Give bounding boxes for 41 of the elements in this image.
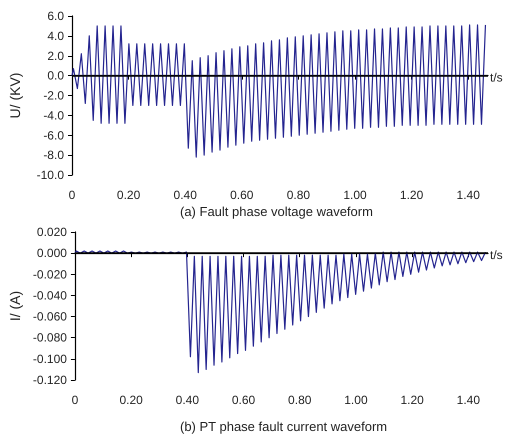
y-tick-label: 2.0	[47, 48, 64, 63]
x-tick-label: 1.00	[344, 393, 368, 407]
y-tick-label: -0.040	[32, 288, 68, 302]
y-axis-title: U/ (KV)	[7, 72, 23, 118]
y-tick-label: 6.0	[47, 9, 64, 23]
y-tick-label: -8.0	[43, 148, 64, 162]
x-tick-label: 0	[68, 188, 76, 202]
x-tick-label: 0.80	[288, 393, 312, 407]
x-tick-label: 1.40	[456, 188, 480, 202]
x-axis-title: t/s	[490, 248, 503, 262]
x-tick-label: 0.60	[232, 393, 256, 407]
y-tick-label: -2.0	[43, 88, 64, 102]
y-tick-label: -0.020	[32, 267, 68, 282]
text: (a) Fault phase voltage waveform	[180, 204, 373, 219]
x-tick-label: 1.40	[456, 393, 480, 407]
x-tick-label: 0.20	[119, 393, 144, 407]
y-tick-label: -0.060	[32, 310, 68, 324]
y-tick-label: -6.0	[43, 128, 64, 142]
x-tick-label: 1.00	[343, 188, 367, 202]
x-tick-label: 1.20	[400, 393, 424, 407]
x-tick-label: 0	[72, 393, 79, 407]
y-tick-label: 0.020	[36, 225, 68, 239]
line-series	[71, 24, 486, 158]
x-tick-label: 0.40	[174, 188, 198, 202]
y-tick-label: -0.100	[32, 352, 68, 366]
y-tick-label: -10.0	[36, 168, 64, 182]
y-tick-label: 0.000	[36, 246, 68, 260]
text: (b) PT phase fault current waveform	[180, 419, 388, 434]
x-tick-label: 0.80	[286, 188, 310, 202]
line-series	[74, 250, 486, 374]
y-tick-label: -0.080	[32, 330, 68, 345]
y-axis-title: I/ (A)	[7, 290, 23, 322]
x-tick-label: 1.20	[400, 188, 424, 202]
y-tick-label: 0.0	[47, 68, 64, 83]
x-tick-label: 0.60	[230, 188, 254, 202]
x-axis-title: t/s	[490, 70, 503, 85]
y-tick-label: -0.120	[32, 373, 68, 387]
y-tick-label: -4.0	[43, 108, 64, 122]
x-tick-label: 0.20	[116, 188, 141, 202]
y-tick-label: 4.0	[47, 28, 64, 43]
x-tick-label: 0.40	[176, 393, 200, 407]
